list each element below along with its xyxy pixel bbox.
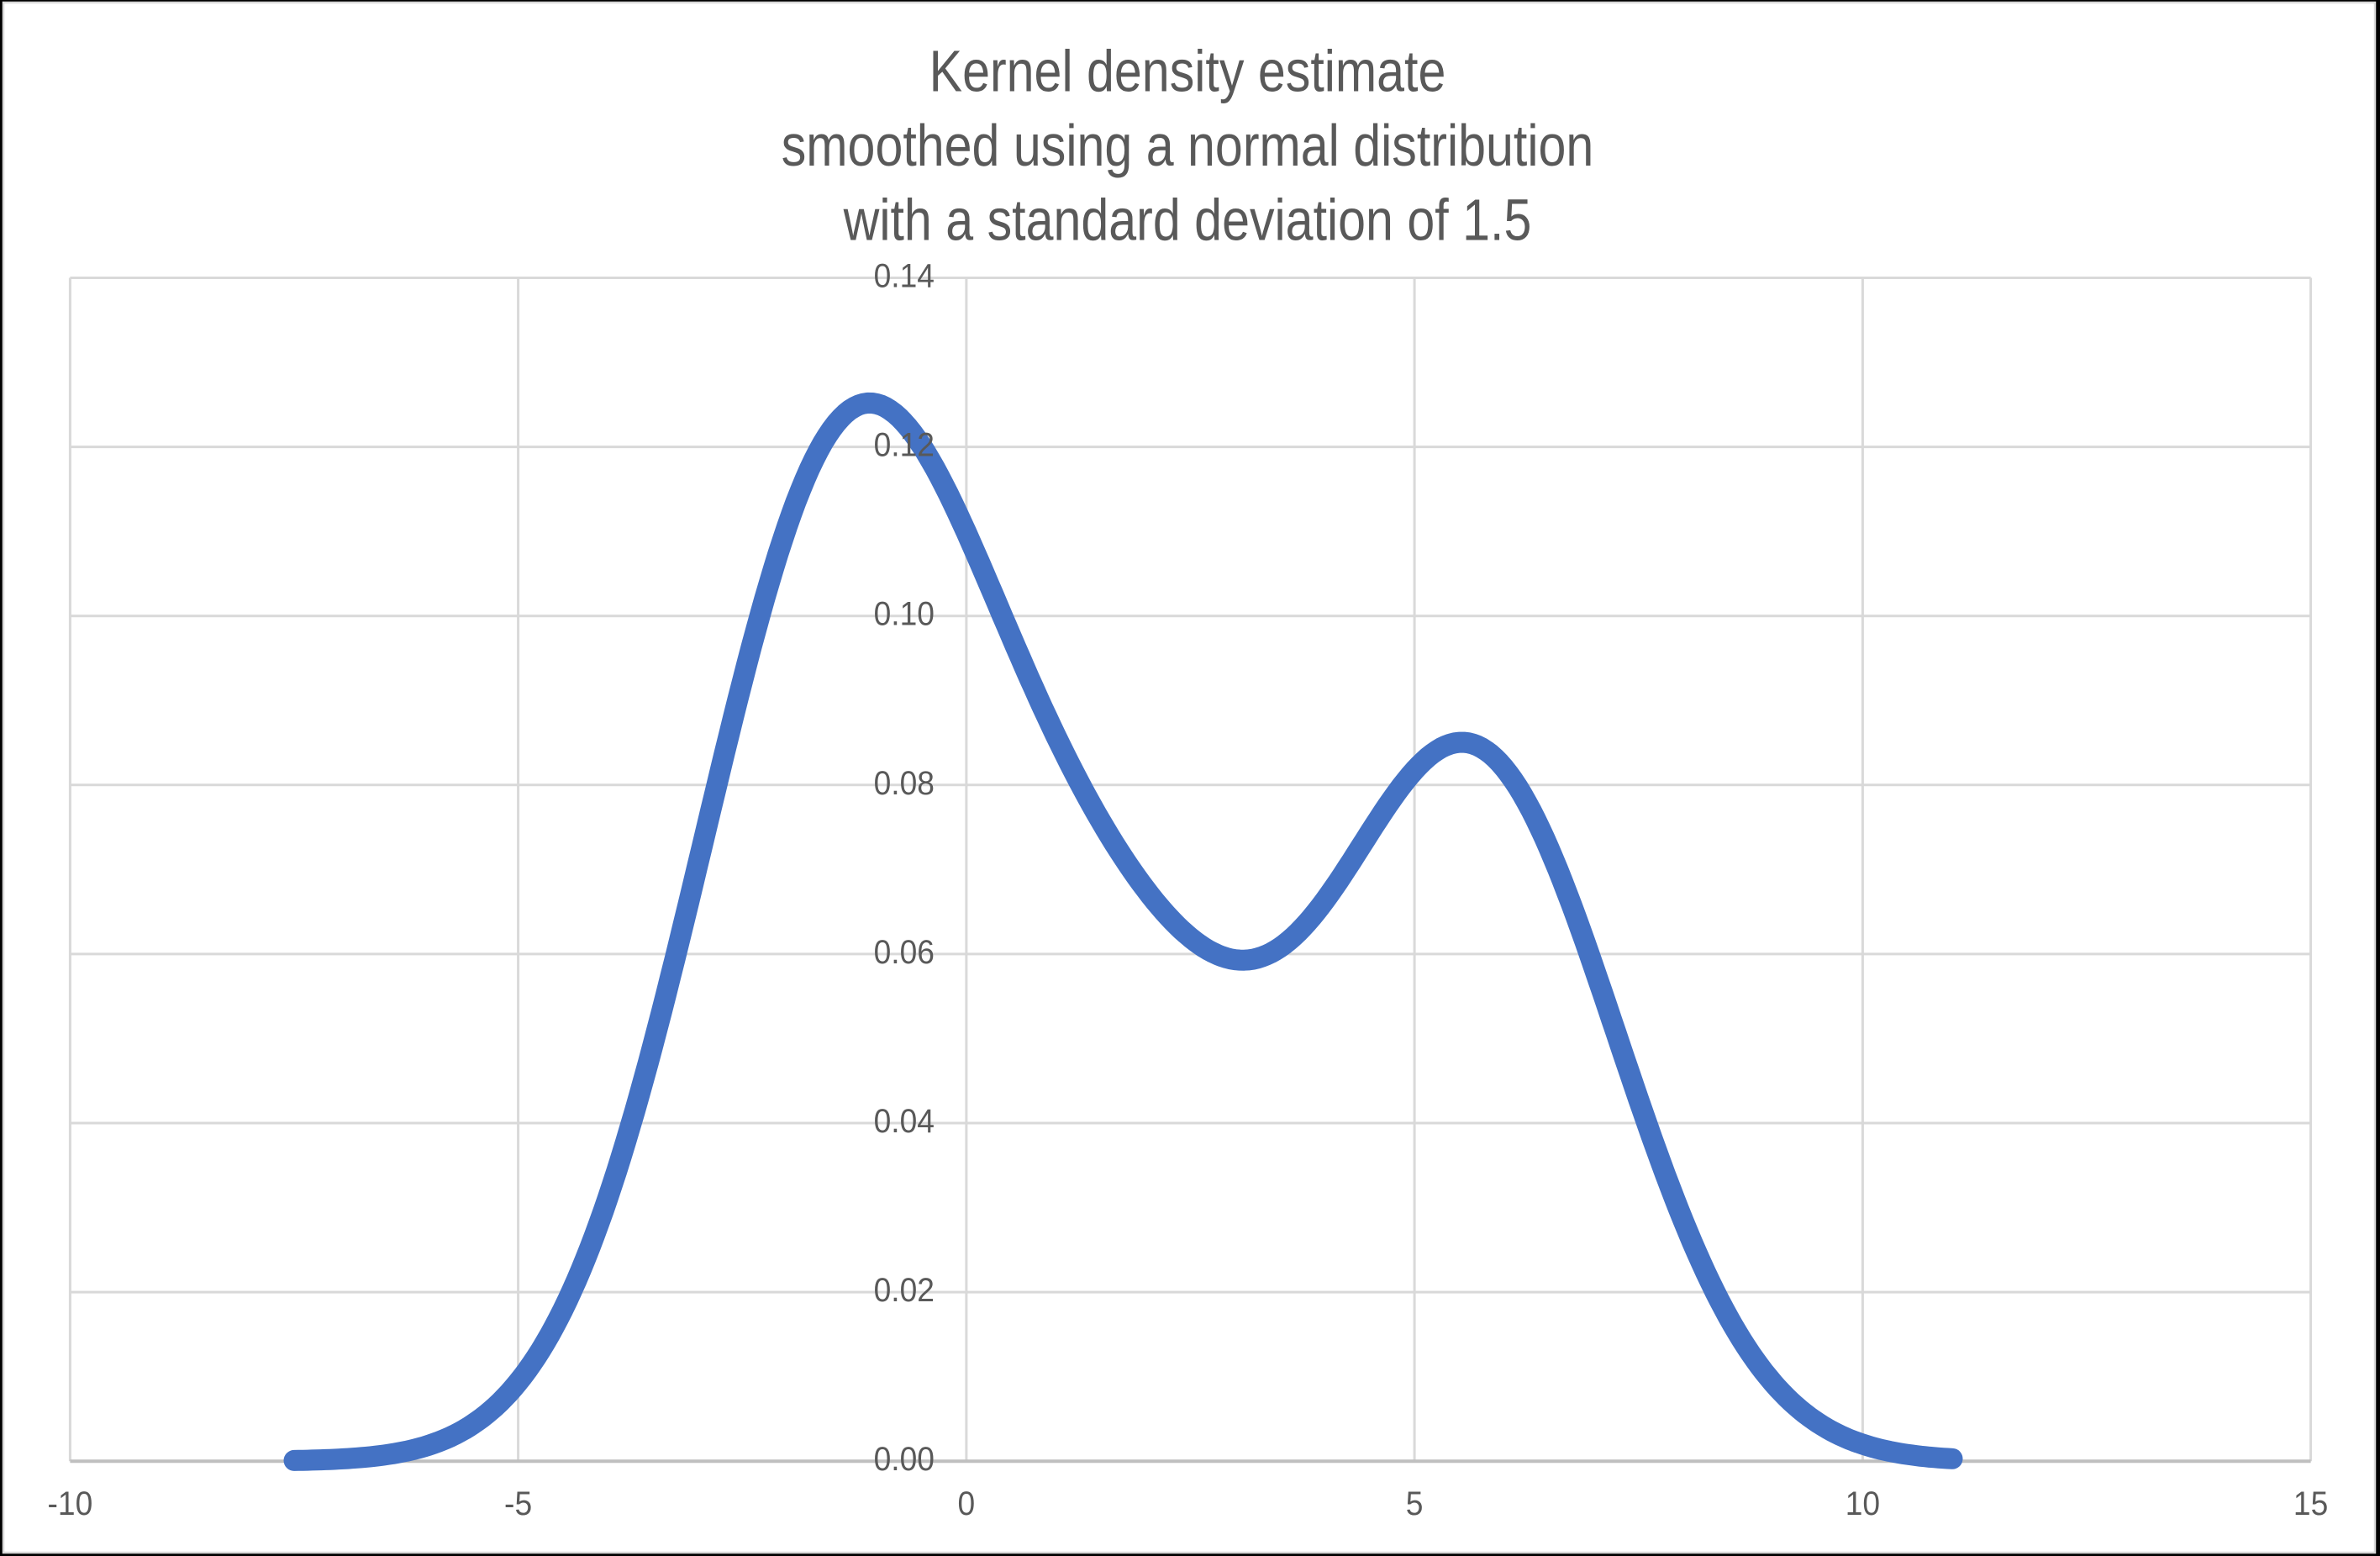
svg-text:0.06: 0.06 [874,934,935,972]
svg-text:0.14: 0.14 [874,257,935,295]
svg-text:-5: -5 [504,1485,532,1523]
svg-text:0.10: 0.10 [874,595,935,633]
svg-text:5: 5 [1406,1485,1424,1523]
svg-text:0: 0 [958,1485,976,1523]
svg-text:10: 10 [1846,1485,1880,1523]
svg-text:15: 15 [2293,1485,2328,1523]
svg-text:smoothed using a normal distri: smoothed using a normal distribution [782,112,1594,178]
svg-text:0.08: 0.08 [874,765,935,803]
svg-text:0.12: 0.12 [874,426,935,464]
svg-text:0.02: 0.02 [874,1272,935,1310]
svg-text:0.04: 0.04 [874,1103,935,1141]
svg-text:with a standard deviation of 1: with a standard deviation of 1.5 [843,187,1532,253]
svg-text:0.00: 0.00 [874,1441,935,1479]
svg-text:Kernel density estimate: Kernel density estimate [929,38,1446,104]
svg-text:-10: -10 [48,1485,93,1523]
